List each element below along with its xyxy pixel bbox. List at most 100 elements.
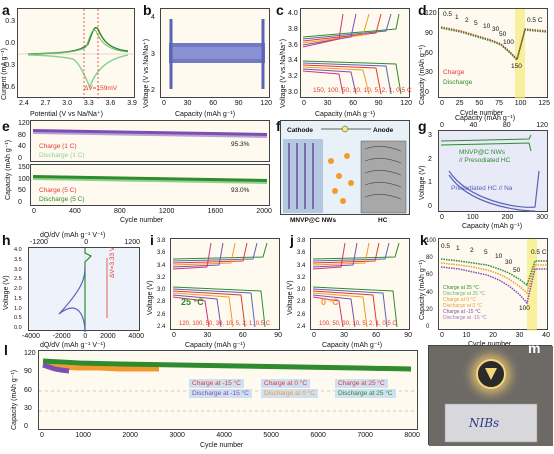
panel-l-legend-3: Discharge at 0 °C: [261, 389, 319, 398]
panel-h-xlabel-top: dQ/dV (mAh g⁻¹ V⁻¹): [40, 232, 106, 239]
panel-c-label: c: [276, 2, 284, 18]
panel-d-rate-8: 150: [511, 63, 522, 70]
panel-b-ylabel: Voltage (V vs.Na/Na⁺): [143, 38, 150, 108]
panel-c-yticks: 4.0 3.8 3.6 3.4 3.2 3.0: [288, 10, 298, 96]
panel-k-legend-2: Charge at 0 °C: [443, 297, 477, 303]
panel-g-xlabel: Capacity (mAh g⁻¹): [462, 223, 523, 230]
panel-j-xticks: 0 30 60 90: [312, 332, 412, 339]
panel-d-rate-7: 100: [503, 39, 514, 46]
panel-b-label: b: [143, 2, 152, 18]
panel-l-ylabel: Capacity (mAh g⁻¹): [11, 369, 18, 430]
panel-m-text: NIBs: [469, 416, 500, 430]
panel-k-rate-3: 5: [484, 249, 488, 256]
panel-d-xticks: 0 25 50 75 100 125: [440, 100, 550, 107]
panel-k-rate-1: 1: [456, 245, 460, 252]
panel-d: 0.5 1 2 5 10 30 50 100 150 0.5 C Charge …: [438, 8, 548, 99]
panel-g-label: g: [418, 118, 427, 134]
panel-j-label: j: [290, 232, 294, 248]
panel-k-legend: Charge at 25 °C Discharge at 25 °C Charg…: [443, 285, 487, 321]
panel-c-xticks: 0 30 60 90 120: [302, 100, 412, 107]
panel-g-plot: [440, 134, 540, 212]
panel-k: 0.5 1 2 5 10 30 50 100 0.5 C Charge at 2…: [438, 238, 548, 331]
panel-l-legend-0: Charge at -15 °C: [189, 379, 244, 388]
panel-l-plot: [39, 358, 419, 412]
panel-h-annotation: ΔV=3.33 V: [109, 246, 116, 278]
panel-f-cathode: Cathode: [287, 127, 313, 134]
panel-e-label: e: [2, 118, 10, 134]
panel-g-xticks-top: 0 40 80 120: [440, 122, 548, 129]
panel-a-yticks: 0.3 0.0 -0.3 -0.6: [2, 17, 15, 91]
panel-d-rate-2: 2: [465, 17, 469, 24]
panel-e-bottom-yticks: 150 100 50 0: [18, 164, 30, 206]
panel-k-rate-8: 0.5 C: [531, 249, 547, 256]
panel-l-label: l: [4, 342, 8, 358]
panel-l-yticks: 120 90 60 30 0: [24, 350, 36, 430]
panel-f: Cathode Anode: [280, 120, 410, 215]
panel-a-label: a: [2, 2, 10, 18]
panel-e-ylabel: Capacity (mAh g⁻¹): [5, 139, 12, 200]
panel-j-rates: 100, 50, 30, 10, 5, 2, 1, 0.5 C: [319, 321, 397, 327]
panel-e-bottom-retention: 93.0%: [231, 187, 250, 194]
panel-j-yticks: 3.8 3.6 3.4 3.2 3.0 2.8 2.6 2.4: [297, 238, 306, 330]
panel-h-label: h: [2, 232, 11, 248]
panel-e-top-legend-discharge: Discharge (1 C): [39, 152, 85, 159]
panel-d-rate-9: 0.5 C: [527, 17, 543, 24]
panel-g-ylabel: Voltage (V): [419, 165, 426, 200]
panel-h-xlabel: dQ/dV (mAh g⁻¹ V⁻¹): [40, 342, 106, 349]
panel-d-rate-6: 50: [499, 31, 507, 38]
panel-c-ylabel: Voltage (V vs.Na/Na⁺): [280, 38, 287, 108]
panel-i-plot: [172, 242, 268, 328]
panel-c-rates: 150, 100, 50, 30, 10, 5, 2, 1, 0.5 C: [313, 87, 412, 94]
panel-g-top-label: MNVP@C NWs // Presodiated HC: [459, 149, 511, 164]
panel-c-plot: [302, 13, 402, 95]
panel-b: [160, 8, 270, 98]
panel-e-top-plot: [32, 129, 268, 138]
panel-j-ylabel: Voltage (V): [287, 280, 294, 315]
panel-d-ylabel: Capacity (mAh g⁻¹): [419, 44, 426, 105]
panel-e-top-yticks: 120 80 40 0: [18, 120, 30, 162]
panel-d-yticks: 120 90 60 30 0: [425, 10, 437, 96]
panel-j-temp: 0 °C: [321, 297, 339, 307]
panel-b-xticks: 0 30 60 90 120: [162, 100, 272, 107]
panel-m-label: m: [528, 340, 541, 356]
panel-d-rate-4: 10: [483, 23, 491, 30]
panel-k-rate-2: 2: [470, 247, 474, 254]
panel-h-ylabel: Voltage (V): [3, 275, 10, 310]
panel-i: 25 °C 120, 100, 50, 30, 10, 5, 2, 1, 0.5…: [170, 238, 280, 330]
panel-h-yticks: 4.0 3.5 3.0 2.5 2.0 1.5 1.0 0.5 0.0: [14, 247, 22, 331]
panel-l-xticks: 0 1000 2000 3000 4000 5000 6000 7000 8000: [40, 432, 420, 439]
panel-f-left-label: MNVP@C NWs: [290, 217, 337, 224]
panel-l-legend-2: Charge at 0 °C: [261, 379, 311, 388]
panel-m-photo: NIBs: [428, 344, 553, 446]
panel-g: MNVP@C NWs // Presodiated HC Presodiated…: [438, 130, 548, 212]
panel-e-xlabel: Cycle number: [120, 217, 164, 224]
panel-f-label: f: [276, 118, 281, 134]
panel-e-top: 95.3% Charge (1 C) Discharge (1 C): [30, 120, 270, 162]
panel-e-bottom-legend-charge: Charge (5 C): [39, 187, 77, 194]
panel-i-yticks: 3.8 3.6 3.4 3.2 3.0 2.8 2.6 2.4: [157, 238, 166, 330]
panel-b-plot: [169, 19, 265, 89]
panel-k-legend-4: Charge at -15 °C: [443, 309, 481, 315]
panel-c: 150, 100, 50, 30, 10, 5, 2, 1, 0.5 C: [300, 8, 412, 98]
panel-l-xlabel: Cycle number: [200, 442, 244, 449]
panel-d-legend-discharge: Discharge: [443, 79, 473, 86]
panel-l-legend-4: Charge at 25 °C: [335, 379, 388, 388]
panel-d-plot: [440, 9, 548, 99]
panel-i-ylabel: Voltage (V): [147, 280, 154, 315]
panel-k-legend-5: Discharge at -15 °C: [443, 315, 487, 321]
panel-d-rate-5: 30: [492, 26, 500, 33]
panel-k-legend-1: Discharge at 25 °C: [443, 291, 486, 297]
panel-g-bottom-label: Presodiated HC // Na: [451, 185, 513, 192]
panel-d-rate-0: 0.5: [443, 11, 453, 18]
panel-e-bottom-legend-discharge: Discharge (5 C): [39, 196, 85, 203]
panel-k-rate-4: 10: [495, 253, 503, 260]
panel-i-label: i: [150, 232, 154, 248]
panel-l-legend-1: Discharge at -15 °C: [189, 389, 252, 398]
panel-k-legend-0: Charge at 25 °C: [443, 285, 479, 291]
panel-k-rate-5: 30: [505, 259, 513, 266]
panel-a-plot: [18, 9, 136, 99]
panel-d-legend-charge: Charge: [443, 69, 465, 76]
panel-d-xlabel: Cycle number: [460, 110, 504, 117]
